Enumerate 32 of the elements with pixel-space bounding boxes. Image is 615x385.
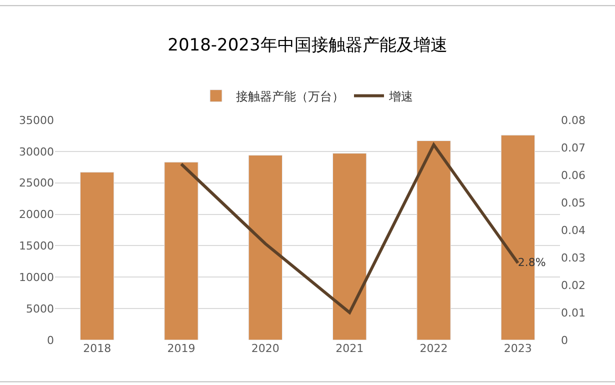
y-tick-label: 35000 (19, 114, 54, 127)
x-tick-label: 2019 (167, 342, 196, 355)
y2-tick-label: 0.02 (561, 278, 586, 292)
y2-tick-label: 0.08 (561, 114, 586, 127)
bar (80, 172, 114, 340)
y-tick-label: 0 (47, 334, 54, 347)
y-tick-label: 10000 (19, 270, 54, 284)
bar (248, 154, 282, 340)
bar (332, 153, 367, 340)
y2-tick-label: 0.05 (561, 196, 586, 210)
y2-tick-label: 0 (561, 334, 568, 347)
x-tick-label: 2023 (504, 342, 532, 355)
x-tick-label: 2021 (336, 342, 364, 355)
y2-tick-label: 0.04 (561, 224, 586, 237)
chart-title: 2018-2023年中国接触器产能及增速 (168, 35, 448, 56)
x-tick-label: 2018 (83, 342, 112, 355)
y-tick-label: 30000 (19, 145, 54, 158)
y2-tick-label: 0.07 (561, 141, 586, 154)
legend-label: 接触器产能（万台） (236, 89, 344, 104)
y-tick-label: 20000 (19, 208, 54, 222)
x-tick-label: 2022 (420, 342, 448, 355)
y2-tick-label: 0.03 (561, 251, 586, 264)
y-tick-label: 25000 (19, 176, 54, 190)
bar (416, 140, 451, 340)
y2-tick-label: 0.06 (561, 168, 586, 182)
bar (164, 162, 198, 340)
x-tick-label: 2020 (251, 342, 280, 355)
y2-tick-label: 0.01 (561, 306, 586, 320)
y-tick-label: 5000 (26, 302, 54, 316)
legend-label: 增速 (388, 89, 413, 104)
line-series (180, 143, 520, 314)
y-tick-label: 15000 (19, 240, 54, 253)
